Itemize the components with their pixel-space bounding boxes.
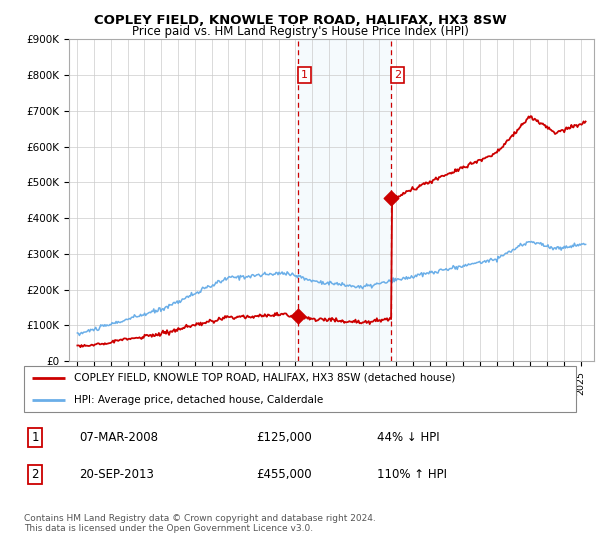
Text: 44% ↓ HPI: 44% ↓ HPI	[377, 431, 440, 444]
Text: COPLEY FIELD, KNOWLE TOP ROAD, HALIFAX, HX3 8SW (detached house): COPLEY FIELD, KNOWLE TOP ROAD, HALIFAX, …	[74, 372, 455, 382]
Text: 2: 2	[31, 468, 39, 481]
Text: COPLEY FIELD, KNOWLE TOP ROAD, HALIFAX, HX3 8SW: COPLEY FIELD, KNOWLE TOP ROAD, HALIFAX, …	[94, 14, 506, 27]
Text: Contains HM Land Registry data © Crown copyright and database right 2024.
This d: Contains HM Land Registry data © Crown c…	[24, 514, 376, 534]
Text: Price paid vs. HM Land Registry's House Price Index (HPI): Price paid vs. HM Land Registry's House …	[131, 25, 469, 38]
Text: 110% ↑ HPI: 110% ↑ HPI	[377, 468, 447, 481]
Text: 2: 2	[394, 70, 401, 80]
Text: £455,000: £455,000	[256, 468, 311, 481]
Point	[386, 194, 396, 203]
Text: 1: 1	[31, 431, 39, 444]
Bar	[298, 39, 391, 361]
Text: 07-MAR-2008: 07-MAR-2008	[79, 431, 158, 444]
Point	[293, 312, 303, 321]
Text: £125,000: £125,000	[256, 431, 311, 444]
Text: 1: 1	[301, 70, 308, 80]
Text: 20-SEP-2013: 20-SEP-2013	[79, 468, 154, 481]
Text: HPI: Average price, detached house, Calderdale: HPI: Average price, detached house, Cald…	[74, 395, 323, 405]
FancyBboxPatch shape	[24, 366, 576, 412]
